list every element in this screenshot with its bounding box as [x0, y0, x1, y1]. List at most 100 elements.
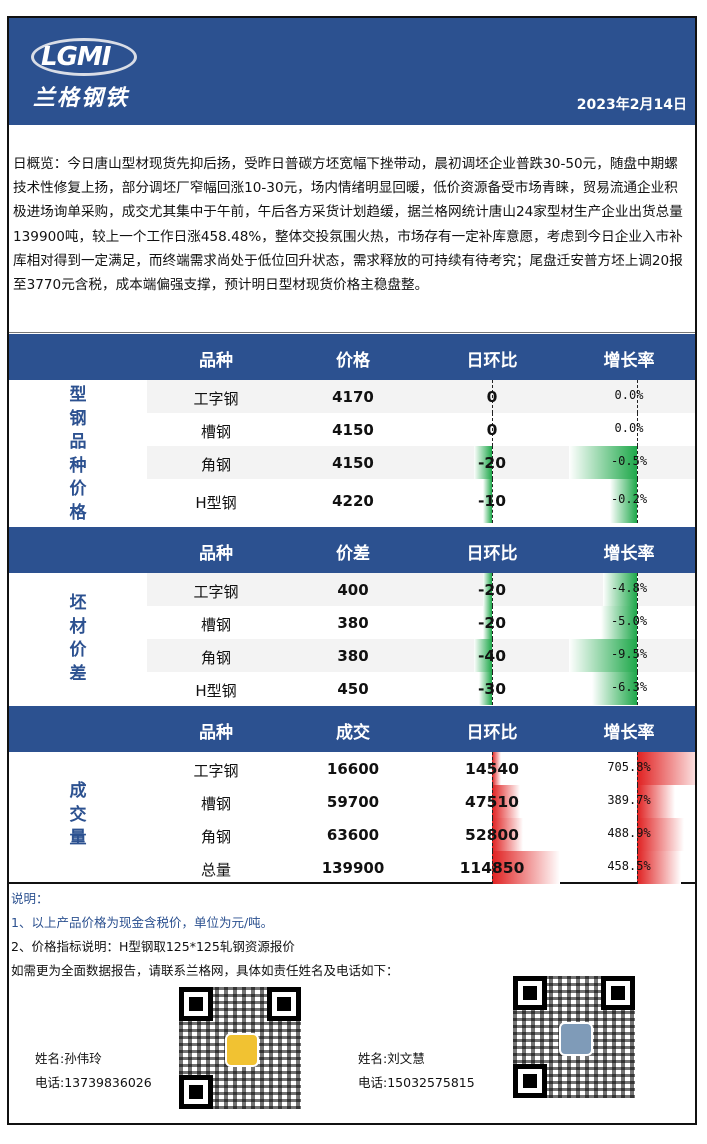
report-frame: LGMI 兰格钢铁 2023年2月14日 日概览：今日唐山型材现货先抑后扬，受昨…	[7, 16, 697, 1125]
daily-change-bar	[492, 785, 521, 818]
growth-rate-axis	[637, 479, 638, 523]
variety-cell: 角钢	[200, 649, 232, 667]
daily-change-bar	[492, 752, 501, 785]
table-row: H型钢 450 -30 -6.3%	[147, 672, 695, 705]
section-label-steel-price: 型 钢 品 种 价 格	[9, 384, 147, 525]
note-line-3: 如需更为全面数据报告，请联系兰格网，具体如责任姓名及电话如下：	[11, 963, 399, 978]
qr-avatar-sunflower	[225, 1033, 259, 1067]
daily-change-axis	[492, 818, 493, 851]
value-cell: 380	[337, 647, 369, 665]
daily-change-bar	[492, 818, 524, 851]
value-cell: 380	[337, 614, 369, 632]
contact-2-name: 姓名:刘文慧	[358, 1051, 425, 1066]
qr-finder	[513, 1064, 547, 1098]
growth-rate-cell: 0.0%	[614, 421, 644, 435]
growth-rate-cell: -5.0%	[610, 614, 648, 628]
daily-change-axis	[492, 785, 493, 818]
side-char: 成	[69, 781, 87, 801]
daily-change-cell: -20	[477, 614, 507, 632]
col-growth-rate: 增长率	[603, 351, 655, 371]
variety-cell: H型钢	[195, 494, 237, 512]
growth-rate-cell: -0.2%	[610, 492, 648, 506]
daily-change-cell: -40	[477, 647, 507, 665]
growth-rate-bar	[637, 818, 685, 851]
daily-change-cell: 52800	[465, 826, 519, 844]
daily-overview: 日概览：今日唐山型材现货先抑后扬，受昨日普碳方坯宽幅下挫带动，晨初调坯企业普跌3…	[9, 125, 695, 333]
daily-change-cell: 47510	[465, 793, 519, 811]
growth-rate-axis	[637, 851, 638, 884]
side-char: 坯	[69, 593, 87, 613]
value-cell: 4170	[332, 388, 374, 406]
growth-rate-bar	[637, 785, 675, 818]
daily-change-axis	[492, 851, 493, 884]
growth-rate-axis	[637, 785, 638, 818]
growth-rate-bar	[609, 479, 637, 523]
col-daily-change: 日环比	[466, 723, 518, 743]
variety-cell: 工字钢	[193, 583, 239, 601]
volume-table-header: 品种 成交 日环比 增长率	[9, 706, 695, 752]
growth-rate-axis	[637, 752, 638, 785]
value-cell: 4150	[332, 421, 374, 439]
qr-finder	[179, 987, 213, 1021]
daily-change-cell: 0	[486, 388, 498, 406]
daily-change-cell: -20	[477, 454, 507, 472]
growth-rate-bar	[569, 639, 637, 672]
growth-rate-axis	[637, 818, 638, 851]
note-line-2: 2、价格指标说明：H型钢取125*125轧钢资源报价	[11, 939, 295, 954]
side-char: 品	[69, 432, 87, 452]
side-char: 型	[69, 385, 87, 405]
col-daily-change: 日环比	[466, 351, 518, 371]
table-row: 槽钢 59700 47510 389.7%	[147, 785, 695, 818]
logo-chinese-name: 兰格钢铁	[33, 85, 130, 111]
col-growth-rate: 增长率	[603, 723, 655, 743]
variety-cell: 槽钢	[200, 616, 232, 634]
side-char: 价	[69, 479, 87, 499]
daily-change-axis	[492, 639, 493, 672]
growth-rate-bar	[591, 672, 637, 705]
col-price: 价格	[336, 351, 370, 371]
growth-rate-bar	[637, 752, 695, 785]
col-volume: 成交	[336, 723, 370, 743]
qr-finder	[267, 987, 301, 1021]
variety-cell: 槽钢	[200, 795, 232, 813]
side-char: 钢	[69, 408, 87, 429]
value-cell: 4150	[332, 454, 374, 472]
value-cell: 59700	[326, 793, 380, 811]
daily-change-axis	[492, 672, 493, 705]
note-line-1: 1、以上产品价格为现金含税价，单位为元/吨。	[11, 912, 273, 931]
daily-change-axis	[492, 573, 493, 606]
table-row: 角钢 63600 52800 488.9%	[147, 818, 695, 851]
daily-change-bar	[492, 851, 560, 884]
table-row: H型钢 4220 -10 -0.2%	[147, 479, 695, 523]
daily-change-axis	[492, 380, 493, 413]
growth-rate-bar	[569, 446, 637, 479]
side-char: 格	[69, 502, 87, 523]
growth-rate-cell: 0.0%	[614, 388, 644, 402]
contact-2-phone: 电话:15032575815	[358, 1075, 475, 1090]
notes-section: 说明： 1、以上产品价格为现金含税价，单位为元/吨。 2、价格指标说明：H型钢取…	[9, 882, 695, 1123]
daily-change-bar	[483, 479, 492, 523]
table-row: 工字钢 4170 0 0.0%	[147, 380, 695, 413]
value-cell: 16600	[326, 760, 380, 778]
side-char: 交	[69, 804, 87, 825]
section-label-billet-spread: 坯 材 价 差	[9, 592, 147, 686]
side-char: 材	[69, 616, 87, 637]
daily-change-cell: 14540	[465, 760, 519, 778]
notes-title: 说明：	[11, 891, 49, 906]
section-label-volume: 成 交 量	[9, 780, 147, 851]
variety-cell: 工字钢	[193, 390, 239, 408]
growth-rate-cell: -0.5%	[610, 454, 648, 468]
table-row: 总量 139900 114850 458.5%	[147, 851, 695, 884]
col-variety: 品种	[199, 723, 233, 743]
report-header: LGMI 兰格钢铁 2023年2月14日	[9, 18, 695, 125]
contact-1-phone: 电话:13739836026	[35, 1075, 152, 1090]
daily-change-cell: -30	[477, 680, 507, 698]
daily-change-axis	[492, 606, 493, 639]
table-row: 槽钢 4150 0 0.0%	[147, 413, 695, 446]
daily-change-bar	[483, 606, 492, 639]
daily-change-cell: 114850	[459, 859, 525, 877]
value-cell: 4220	[332, 492, 374, 510]
growth-rate-cell: 389.7%	[607, 793, 651, 807]
qr-finder	[179, 1075, 213, 1109]
qr-avatar-photo	[559, 1022, 593, 1056]
